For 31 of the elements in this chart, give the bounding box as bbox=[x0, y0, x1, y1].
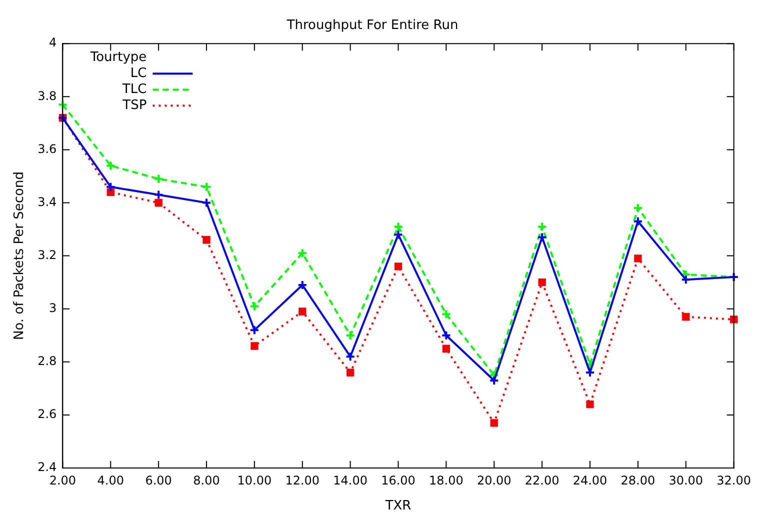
x-tick-label: 16.00 bbox=[381, 473, 416, 488]
x-tick-label: 30.00 bbox=[668, 473, 704, 488]
x-tick-label: 2.00 bbox=[49, 473, 76, 488]
y-tick-label: 3 bbox=[49, 300, 57, 315]
y-tick-label: 4 bbox=[49, 36, 57, 50]
y-tick-label: 2.4 bbox=[38, 460, 57, 474]
x-tick-label: 12.00 bbox=[285, 473, 320, 488]
x-tick-label: 22.00 bbox=[524, 473, 560, 488]
x-tick-label: 20.00 bbox=[476, 473, 512, 488]
x-tick-label: 8.00 bbox=[193, 473, 220, 488]
y-tick-label: 3.8 bbox=[38, 88, 57, 103]
x-tick-label: 14.00 bbox=[333, 473, 368, 488]
legend-title: Tourtype bbox=[89, 50, 147, 65]
x-tick-label: 18.00 bbox=[429, 473, 464, 488]
y-tick-label: 3.6 bbox=[38, 142, 57, 156]
x-tick-label: 10.00 bbox=[237, 473, 272, 488]
x-tick-label: 6.00 bbox=[145, 473, 172, 488]
legend-label: LC bbox=[130, 66, 147, 81]
x-tick-label: 24.00 bbox=[572, 473, 608, 488]
y-tick-label: 3.2 bbox=[38, 248, 57, 262]
y-tick-label: 2.8 bbox=[38, 354, 57, 368]
legend-label: TSP bbox=[122, 98, 147, 113]
x-tick-label: 4.00 bbox=[97, 473, 124, 488]
y-tick-label: 3.4 bbox=[38, 194, 57, 209]
x-tick-label: 28.00 bbox=[620, 473, 656, 488]
y-tick-label: 2.6 bbox=[38, 407, 57, 422]
x-axis-title: TXR bbox=[384, 498, 412, 514]
y-axis-title: No. of Packets Per Second bbox=[12, 172, 28, 340]
chart-title: Throughput For Entire Run bbox=[286, 18, 458, 34]
x-tick-label: 32.00 bbox=[716, 473, 752, 488]
legend-label: TLC bbox=[121, 82, 147, 97]
